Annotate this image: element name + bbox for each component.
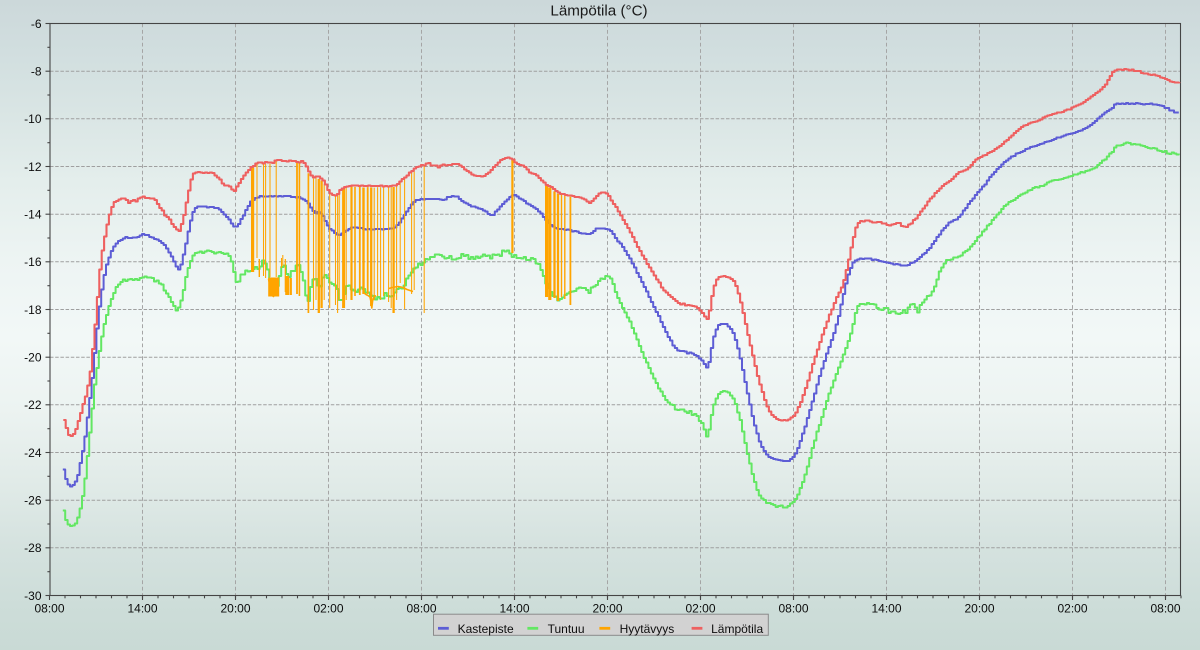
svg-text:14:00: 14:00 xyxy=(871,602,901,616)
svg-text:02:00: 02:00 xyxy=(1057,602,1087,616)
svg-text:-14: -14 xyxy=(24,208,42,222)
svg-text:-16: -16 xyxy=(24,255,42,269)
svg-text:-8: -8 xyxy=(31,65,42,79)
svg-text:08:00: 08:00 xyxy=(1150,602,1180,616)
svg-text:20:00: 20:00 xyxy=(592,602,622,616)
svg-text:02:00: 02:00 xyxy=(685,602,715,616)
svg-text:-12: -12 xyxy=(24,160,42,174)
svg-text:-10: -10 xyxy=(24,112,42,126)
svg-text:08:00: 08:00 xyxy=(406,602,436,616)
svg-text:-28: -28 xyxy=(24,541,42,555)
svg-text:Lämpötila (°C): Lämpötila (°C) xyxy=(550,3,647,20)
svg-text:08:00: 08:00 xyxy=(34,602,64,616)
svg-text:-22: -22 xyxy=(24,398,42,412)
svg-text:-24: -24 xyxy=(24,446,42,460)
svg-text:Lämpötila: Lämpötila xyxy=(711,622,763,636)
svg-text:-26: -26 xyxy=(24,494,42,508)
svg-text:-6: -6 xyxy=(31,17,42,31)
svg-text:14:00: 14:00 xyxy=(499,602,529,616)
svg-text:-20: -20 xyxy=(24,351,42,365)
svg-text:14:00: 14:00 xyxy=(127,602,157,616)
svg-text:Hyytävyys: Hyytävyys xyxy=(620,622,675,636)
svg-text:20:00: 20:00 xyxy=(220,602,250,616)
svg-text:Kastepiste: Kastepiste xyxy=(458,622,514,636)
svg-text:Tuntuu: Tuntuu xyxy=(548,622,585,636)
svg-text:-18: -18 xyxy=(24,303,42,317)
svg-text:20:00: 20:00 xyxy=(964,602,994,616)
svg-text:02:00: 02:00 xyxy=(313,602,343,616)
svg-text:08:00: 08:00 xyxy=(778,602,808,616)
svg-text:-30: -30 xyxy=(24,589,42,603)
